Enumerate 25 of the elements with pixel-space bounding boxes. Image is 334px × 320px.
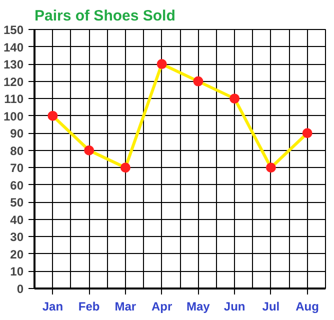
x-tick-label: Apr: [151, 300, 172, 314]
y-tick-label: 70: [10, 161, 24, 176]
x-tick-label: Jun: [224, 300, 246, 314]
y-tick-label: 0: [16, 282, 24, 296]
y-tick-label: 90: [10, 126, 24, 141]
x-tick-label: Aug: [296, 300, 319, 314]
y-tick-label: 40: [10, 212, 24, 227]
y-tick-label: 120: [3, 74, 24, 89]
y-tick-label: 140: [3, 40, 24, 54]
y-tick-label: 60: [10, 178, 24, 192]
y-tick-label: 80: [10, 144, 24, 158]
x-tick-label: Jul: [262, 300, 280, 314]
y-tick-label: 50: [10, 196, 24, 210]
y-tick-label: 150: [3, 23, 24, 37]
y-tick-label: 10: [10, 264, 24, 279]
x-tick-label: Feb: [78, 300, 100, 314]
chart-title: Pairs of Shoes Sold: [34, 8, 176, 24]
y-tick-label: 130: [3, 58, 24, 72]
y-tick-label: 100: [3, 109, 24, 124]
x-tick-label: May: [186, 300, 210, 314]
y-tick-label: 30: [10, 230, 24, 244]
y-tick-label: 20: [10, 247, 24, 262]
x-tick-label: Jan: [42, 300, 64, 314]
x-tick-label: Mar: [114, 300, 136, 314]
y-tick-label: 110: [4, 92, 24, 106]
